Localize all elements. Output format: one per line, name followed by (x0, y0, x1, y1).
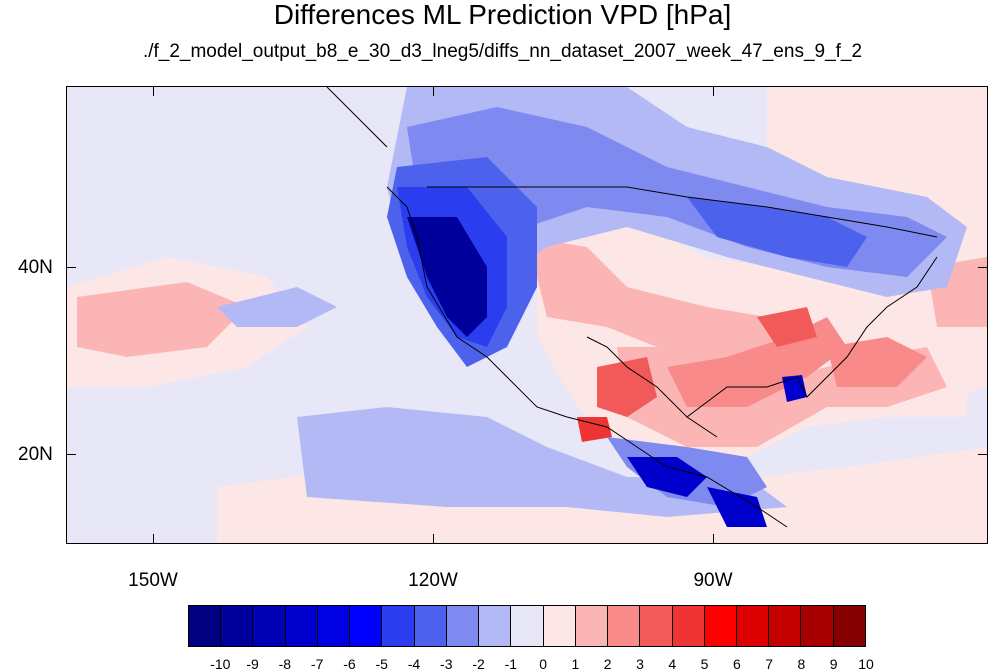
map-title: Differences ML Prediction VPD [hPa] (273, 0, 732, 30)
colorbar-label: 2 (603, 656, 612, 672)
map-subtitle: ./f_2_model_output_b8_e_30_d3_lneg5/diff… (142, 41, 863, 62)
colorbar-cell (640, 606, 673, 646)
tick-mark (978, 267, 988, 268)
tick-mark (153, 86, 154, 96)
map-coastlines (326, 87, 938, 528)
colorbar-label: 6 (732, 656, 741, 672)
colorbar (188, 605, 866, 647)
colorbar-label: 9 (829, 656, 838, 672)
lat-label-40n: 40N (18, 257, 53, 278)
blue-region-west-pacific (217, 287, 337, 327)
colorbar-label: 3 (636, 656, 644, 672)
blue-region-florida (782, 375, 807, 402)
tick-mark (713, 534, 714, 544)
map-blue-regions (217, 87, 967, 527)
colorbar-cell (221, 606, 254, 646)
colorbar-cell (253, 606, 286, 646)
colorbar-label: 5 (700, 656, 709, 672)
dark-blue-region-mexico (627, 457, 707, 497)
tick-mark (433, 86, 434, 96)
colorbar-cell (317, 606, 351, 646)
vpd-difference-map (66, 86, 988, 544)
tick-mark (978, 454, 988, 455)
bright-red-region-texas (597, 357, 657, 417)
salmon-region-pacific-w (77, 282, 247, 357)
colorbar-label: -10 (210, 656, 231, 672)
navy-region-california (407, 217, 487, 337)
colorbar-cell (543, 606, 576, 646)
blue-region-great-lakes (687, 197, 867, 267)
colorbar-label: 8 (797, 656, 806, 672)
colorbar-cell (285, 606, 318, 646)
tick-mark (153, 534, 154, 544)
salmon-region-plains (527, 237, 787, 367)
colorbar-label: -3 (440, 656, 453, 672)
lon-label-120w: 120W (408, 570, 458, 591)
tick-mark (66, 454, 76, 455)
colorbar-cell (833, 606, 865, 646)
colorbar-label: -2 (472, 656, 485, 672)
colorbar-label: -9 (246, 656, 259, 672)
lon-label-150w: 150W (128, 570, 178, 591)
colorbar-cell (479, 606, 512, 646)
colorbar-label: 10 (858, 656, 874, 672)
lon-label-90w: 90W (693, 570, 733, 591)
colorbar-cell (608, 606, 641, 646)
tick-mark (66, 267, 76, 268)
colorbar-cell (704, 606, 737, 646)
lat-label-20n: 20N (18, 444, 53, 465)
colorbar-cell (446, 606, 480, 646)
bright-red-region-carolina (757, 307, 817, 347)
colorbar-cell (382, 606, 415, 646)
colorbar-cell (414, 606, 447, 646)
colorbar-cell (350, 606, 383, 646)
colorbar-cell (736, 606, 770, 646)
colorbar-label: 4 (668, 656, 677, 672)
colorbar-label: -6 (343, 656, 356, 672)
colorbar-label: -5 (375, 656, 388, 672)
colorbar-cell (801, 606, 834, 646)
colorbar-label: -7 (310, 656, 324, 672)
colorbar-label: -4 (407, 656, 421, 672)
colorbar-label: -8 (278, 656, 292, 672)
colorbar-cell (575, 606, 609, 646)
colorbar-label: 7 (765, 656, 774, 672)
colorbar-label: 1 (571, 656, 580, 672)
colorbar-cell (672, 606, 705, 646)
colorbar-cell (769, 606, 802, 646)
tick-mark (713, 86, 714, 96)
colorbar-label: 0 (539, 656, 548, 672)
dark-blue-region-central-america (707, 487, 767, 527)
colorbar-cell (511, 606, 544, 646)
bright-red-region-mexico (577, 417, 612, 442)
colorbar-label: -1 (504, 656, 518, 672)
tick-mark (433, 534, 434, 544)
colorbar-cell (189, 606, 222, 646)
